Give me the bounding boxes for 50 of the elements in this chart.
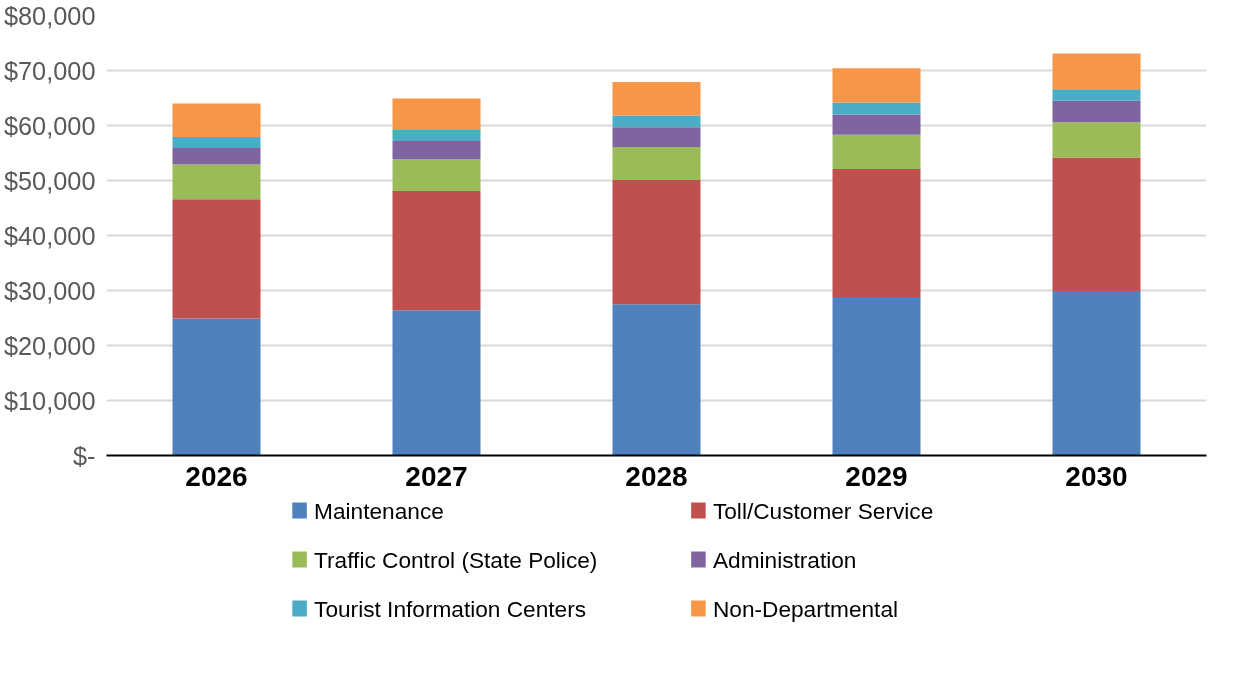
y-tick-label: $60,000 (3, 111, 96, 140)
y-tick-label: $10,000 (3, 386, 96, 415)
bar (832, 134, 921, 169)
bar (392, 190, 481, 311)
bar (612, 179, 701, 305)
bar (392, 98, 481, 130)
y-tick-label: $50,000 (3, 166, 96, 195)
legend-label: Tourist Information Centers (314, 595, 587, 622)
bar (1052, 122, 1141, 158)
bar (612, 82, 701, 116)
bar (172, 164, 261, 200)
legend-label: Traffic Control (State Police) (314, 546, 598, 573)
bar (832, 114, 921, 135)
bar (172, 199, 261, 319)
bar (1052, 291, 1141, 456)
bar (832, 297, 921, 456)
x-tick-label: 2028 (625, 460, 688, 492)
x-tick-label: 2026 (185, 460, 248, 492)
y-tick-label: $20,000 (3, 331, 96, 360)
bar (1052, 53, 1141, 90)
legend-label: Administration (712, 546, 857, 573)
legend-label: Maintenance (314, 497, 444, 524)
bar (832, 102, 921, 115)
bar (612, 146, 701, 180)
bar (392, 140, 481, 160)
y-tick-label: $80,000 (3, 1, 96, 30)
bar (832, 68, 921, 103)
bar (172, 103, 261, 138)
legend-label: Toll/Customer Service (712, 497, 934, 524)
bar (392, 159, 481, 191)
bar (832, 168, 921, 298)
x-tick-label: 2029 (845, 460, 908, 492)
bar (172, 148, 261, 165)
y-tick-label: $- (72, 441, 96, 470)
y-tick-label: $70,000 (3, 56, 96, 85)
bar (392, 310, 481, 456)
bar (612, 304, 701, 456)
bar (612, 115, 701, 128)
bar (1052, 89, 1141, 101)
x-tick-label: 2030 (1065, 460, 1128, 492)
bar (392, 129, 481, 141)
bar (172, 318, 261, 456)
y-tick-label: $30,000 (3, 276, 96, 305)
bar (1052, 157, 1141, 292)
bar (612, 127, 701, 147)
bar (172, 137, 261, 149)
x-tick-label: 2027 (405, 460, 468, 492)
bar (1052, 100, 1141, 123)
legend-label: Non-Departmental (712, 595, 899, 622)
y-tick-label: $40,000 (3, 221, 96, 250)
